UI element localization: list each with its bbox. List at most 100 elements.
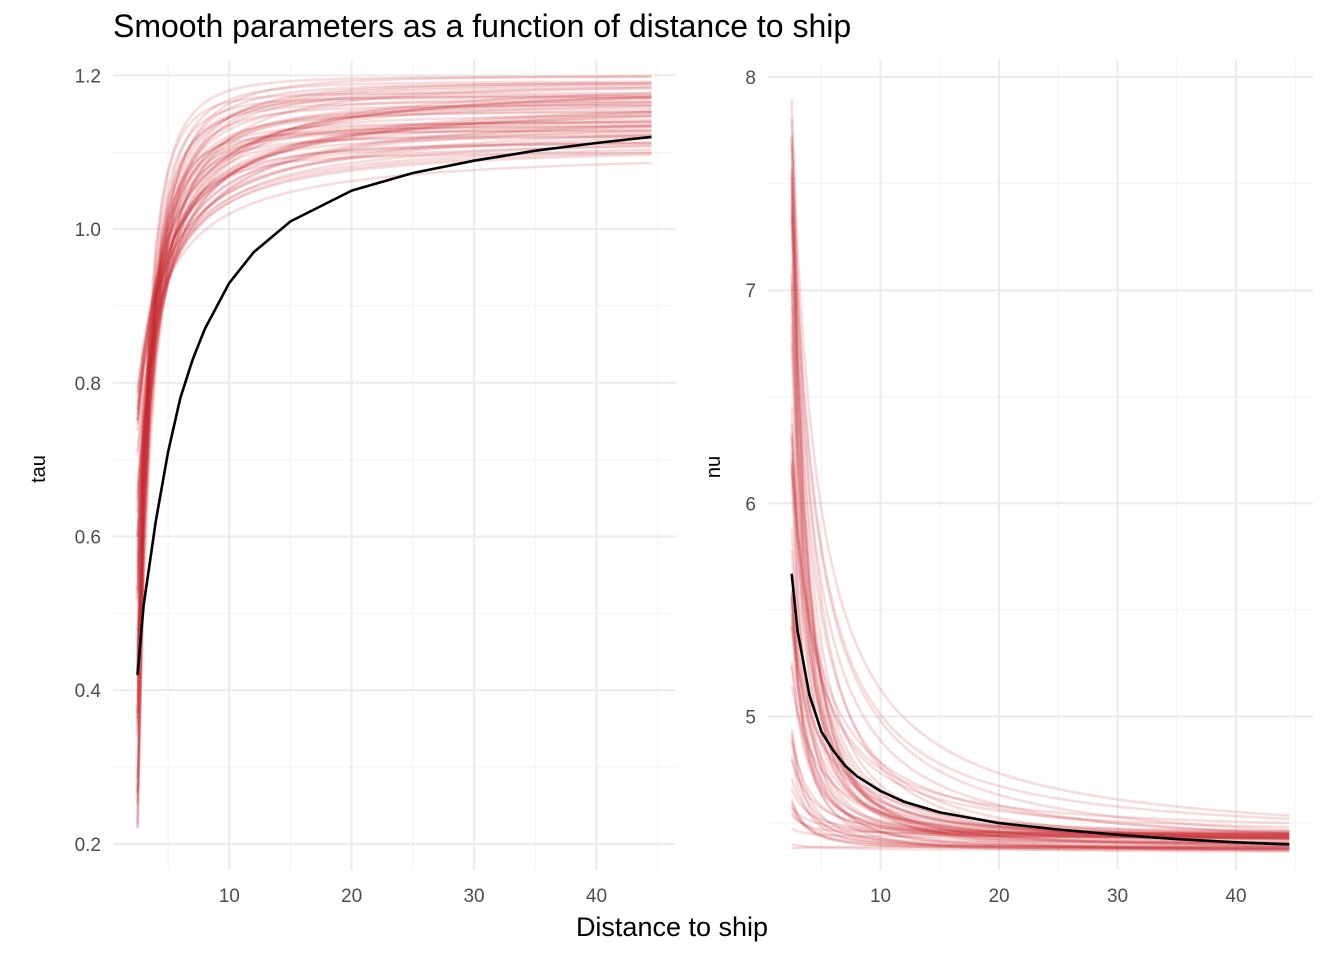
tau-posterior-draw-line (136, 161, 652, 410)
nu-posterior-draw-line (790, 265, 1290, 845)
nu-posterior-draw-line (790, 407, 1290, 840)
tau-posterior-draw-line (136, 93, 652, 677)
nu-posterior-draw-line (790, 274, 1290, 841)
tau-posterior-draw-line (136, 101, 652, 542)
tau-posterior-draw-line (136, 100, 652, 670)
nu-posterior-draw-line (790, 433, 1290, 837)
tau-posterior-draw-line (136, 91, 652, 805)
nu-posterior-draw-line (790, 807, 1290, 840)
tau-posterior-draw-line (136, 104, 652, 568)
tau-mean-line-group (136, 135, 652, 675)
nu-posterior-draw-line (790, 625, 1290, 854)
nu-posterior-draw-line (790, 465, 1290, 835)
tau-posterior-draw-line (136, 110, 652, 503)
tau-posterior-draw-line (136, 82, 652, 722)
nu-posterior-draw-line (790, 145, 1290, 821)
tau-posterior-draw-line (136, 95, 652, 512)
nu-y-tick-label: 5 (745, 708, 756, 729)
nu-posterior-draw-line (790, 597, 1290, 840)
tau-posterior-draw-line (136, 129, 652, 495)
nu-posterior-draw-line (790, 284, 1290, 838)
tau-posterior-draw-line (136, 103, 652, 737)
tau-posterior-draw-line (136, 112, 652, 389)
nu-posterior-draw-line (790, 438, 1290, 829)
tau-posterior-draw-line (136, 115, 652, 403)
nu-posterior-draw-line (790, 590, 1290, 835)
nu-posterior-draw-line (790, 171, 1290, 832)
nu-posterior-draw-line (790, 168, 1290, 836)
tau-posterior-draw-line (136, 109, 652, 600)
nu-y-axis-ticks: 5 6 7 8 (745, 68, 756, 728)
nu-posterior-draw-line (790, 738, 1290, 840)
nu-posterior-draw-line (790, 206, 1290, 836)
tau-posterior-draw-line (136, 92, 652, 535)
nu-posterior-draw-line (790, 759, 1290, 838)
tau-x-axis-ticks: 10 20 30 40 (219, 886, 607, 907)
nu-posterior-draw-line (790, 799, 1290, 850)
tau-posterior-draw-line (136, 104, 652, 828)
nu-posterior-draw-line (790, 100, 1290, 845)
nu-posterior-draw-line (790, 805, 1290, 850)
tau-y-tick-label: 1.2 (75, 66, 101, 87)
tau-y-tick-label: 0.6 (75, 527, 101, 548)
tau-posterior-draw-line (136, 145, 652, 537)
tau-posterior-draw-line (136, 135, 652, 726)
nu-posterior-draw-line (790, 613, 1290, 848)
tau-posterior-draw-line (136, 75, 652, 685)
nu-posterior-draw-line (790, 626, 1290, 836)
nu-posterior-draw-line (790, 186, 1290, 851)
tau-posterior-draw-line (136, 125, 652, 657)
nu-x-axis-ticks: 10 20 30 40 (870, 886, 1247, 907)
tau-posterior-draw-line (136, 141, 652, 592)
nu-posterior-draw-line (790, 813, 1290, 835)
tau-posterior-draw-line (136, 121, 652, 677)
nu-posterior-draw-line (790, 452, 1290, 848)
nu-posterior-draw-line (790, 588, 1290, 850)
nu-panel: 10 20 30 40 5 6 7 8 nu (703, 60, 1313, 907)
tau-posterior-draw-line (136, 153, 652, 425)
tau-panel: 10 20 30 40 0.2 0.4 0.6 0.8 1.0 1.2 tau (28, 60, 676, 907)
tau-posterior-draw-line (136, 97, 652, 422)
tau-posterior-draw-line (136, 114, 652, 591)
x-axis-title: Distance to ship (575, 912, 769, 942)
nu-posterior-draw-line (790, 801, 1290, 848)
nu-posterior-draw-line (790, 665, 1290, 835)
tau-posterior-draw-line (136, 110, 652, 676)
tau-posterior-draw-line (136, 137, 652, 396)
tau-posterior-draw-line (136, 118, 652, 514)
tau-y-tick-label: 0.8 (75, 374, 101, 395)
tau-posterior-draw-line (136, 95, 652, 421)
nu-posterior-draw-line (790, 788, 1290, 835)
nu-posterior-draw-line (790, 756, 1290, 850)
tau-posterior-draw-line (136, 107, 652, 713)
nu-x-tick-label: 10 (870, 886, 891, 907)
nu-posterior-draw-line (790, 594, 1290, 844)
tau-posterior-draw-line (136, 133, 652, 393)
nu-posterior-draw-line (790, 176, 1290, 833)
nu-y-tick-label: 6 (745, 494, 756, 515)
tau-posterior-draw-line (136, 81, 652, 778)
nu-x-tick-label: 40 (1225, 886, 1246, 907)
tau-y-axis-ticks: 0.2 0.4 0.6 0.8 1.0 1.2 (75, 66, 102, 856)
tau-posterior-draw-line (136, 82, 652, 563)
nu-posterior-draw-line (790, 661, 1290, 845)
tau-posterior-draw-line (136, 124, 652, 698)
tau-posterior-draw-line (136, 144, 652, 453)
tau-x-tick-label: 30 (463, 886, 484, 907)
tau-posterior-draw-line (136, 80, 652, 829)
nu-posterior-draw-line (790, 423, 1290, 839)
nu-x-tick-label: 20 (988, 886, 1009, 907)
tau-posterior-draw-line (136, 101, 652, 579)
nu-posterior-draw-line (790, 462, 1290, 839)
tau-posterior-draw-line (136, 96, 652, 572)
tau-posterior-draw-line (136, 124, 652, 420)
nu-mean-line (790, 573, 1290, 846)
tau-y-axis-label: tau (28, 455, 50, 483)
tau-grid (113, 60, 676, 870)
tau-posterior-draw-line (136, 148, 652, 414)
tau-posterior-draw-line (136, 128, 652, 631)
tau-y-tick-label: 0.4 (75, 681, 102, 702)
tau-posterior-draw-line (136, 141, 652, 676)
tau-posterior-draw-line (136, 151, 652, 457)
